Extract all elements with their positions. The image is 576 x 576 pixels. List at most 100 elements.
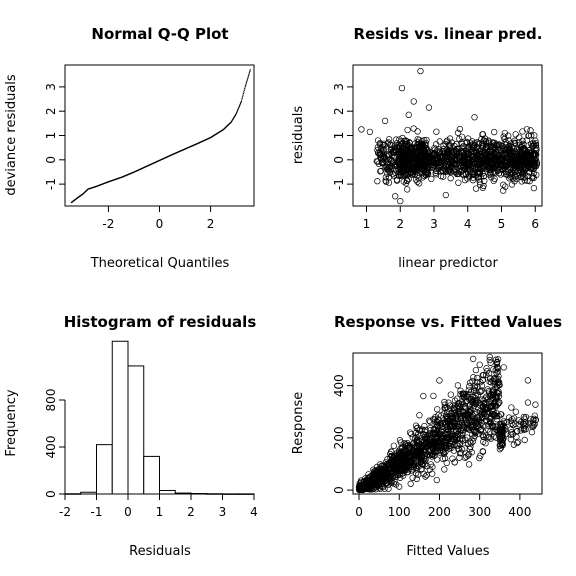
x-tick-label: 3: [430, 217, 438, 231]
response-point: [420, 470, 427, 478]
response-point: [390, 472, 397, 480]
x-tick-label: -2: [102, 217, 114, 231]
response-plot-xlabel: Fitted Values: [406, 544, 489, 559]
resid-point: [488, 174, 495, 181]
qq-plot-ylabel: deviance residuals: [4, 74, 19, 196]
qq-point: [247, 75, 250, 77]
response-point: [491, 402, 498, 409]
response-point: [465, 383, 473, 390]
resid-outlier-point: [442, 191, 449, 199]
resid-point: [414, 178, 421, 185]
response-point: [379, 468, 386, 475]
response-point: [437, 447, 444, 455]
response-point: [470, 355, 477, 363]
response-notable-point: [476, 361, 483, 368]
response-point: [489, 411, 497, 418]
response-point: [441, 455, 449, 462]
qq-point: [235, 113, 237, 115]
x-tick-label: -2: [59, 505, 71, 519]
resid-point: [393, 177, 401, 184]
response-point: [448, 440, 455, 448]
resid-point: [402, 180, 410, 187]
response-point: [486, 398, 493, 406]
qq-point: [246, 79, 248, 81]
response-point: [424, 432, 431, 439]
response-notable-point: [420, 392, 427, 400]
resid-point: [375, 160, 383, 167]
response-point: [416, 412, 423, 419]
response-point: [478, 387, 485, 394]
resid-point: [426, 157, 433, 164]
resid-point: [437, 173, 445, 180]
resid-point: [478, 153, 486, 160]
response-point: [486, 409, 493, 416]
response-point: [454, 442, 462, 449]
resid-point: [416, 147, 423, 155]
resid-point: [402, 170, 409, 177]
response-point: [484, 426, 492, 433]
x-tick-label: 3: [219, 505, 227, 519]
resid-outlier-point: [417, 67, 424, 75]
x-tick-label: 1: [363, 217, 371, 231]
response-point: [491, 374, 498, 382]
resid-point: [407, 157, 414, 165]
response-point: [437, 440, 444, 448]
response-point: [521, 436, 528, 444]
resid-point: [530, 158, 537, 165]
histogram-xlabel: Residuals: [129, 544, 191, 559]
response-point: [390, 468, 397, 475]
resid-point: [521, 177, 528, 184]
resid-point: [530, 185, 538, 192]
qq-plot-frame: [64, 64, 255, 207]
resid-point: [513, 175, 520, 183]
qq-plot-title: Normal Q-Q Plot: [91, 25, 228, 43]
y-tick-label: -1: [332, 178, 346, 190]
response-point: [449, 413, 456, 420]
response-point: [515, 421, 523, 428]
response-point: [513, 428, 521, 435]
resid-point: [412, 140, 419, 147]
response-point: [490, 388, 497, 395]
response-point: [473, 374, 481, 382]
resid-point: [423, 168, 430, 176]
resid-point: [512, 163, 520, 170]
resid-point: [532, 140, 540, 147]
resid-point: [513, 156, 520, 163]
response-point: [420, 430, 427, 438]
histogram-bar: [143, 455, 160, 495]
resid-point: [495, 160, 503, 167]
response-point: [505, 414, 513, 421]
qq-point: [249, 69, 251, 71]
resid-point: [396, 136, 403, 143]
response-point: [475, 430, 482, 437]
response-point: [388, 452, 395, 460]
resid-point: [380, 140, 387, 147]
response-point: [441, 466, 448, 473]
response-point: [483, 405, 490, 412]
response-point: [461, 445, 468, 452]
y-tick-label: 0: [332, 156, 346, 164]
response-point: [497, 435, 504, 442]
response-point: [438, 428, 445, 436]
response-point: [458, 431, 465, 438]
response-point: [356, 480, 363, 487]
resid-point: [412, 167, 420, 175]
resid-point: [453, 140, 460, 148]
response-point: [406, 429, 414, 436]
response-point: [416, 427, 423, 434]
resid-point: [483, 144, 490, 151]
resid-point: [424, 168, 431, 175]
resid-point: [452, 165, 459, 173]
response-point: [423, 443, 431, 450]
resid-point: [479, 131, 486, 138]
response-point: [447, 433, 455, 440]
response-point: [461, 423, 468, 430]
response-point: [453, 395, 461, 402]
x-tick-label: 1: [156, 505, 164, 519]
resid-point: [467, 163, 475, 170]
resid-point: [479, 184, 486, 192]
resid-point: [446, 142, 453, 150]
response-point: [508, 420, 515, 427]
y-tick-label: -1: [44, 178, 58, 190]
